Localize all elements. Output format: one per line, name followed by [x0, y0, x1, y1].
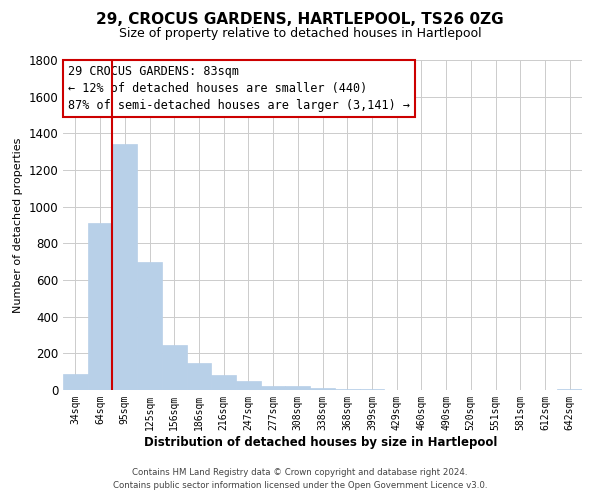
Bar: [310, 388, 335, 390]
Bar: [112, 144, 137, 390]
Text: Contains HM Land Registry data © Crown copyright and database right 2024.: Contains HM Land Registry data © Crown c…: [132, 468, 468, 477]
Bar: [261, 386, 286, 390]
Bar: [211, 376, 236, 390]
Text: 29 CROCUS GARDENS: 83sqm
← 12% of detached houses are smaller (440)
87% of semi-: 29 CROCUS GARDENS: 83sqm ← 12% of detach…: [68, 65, 410, 112]
Bar: [286, 386, 310, 390]
Bar: [557, 389, 582, 390]
Bar: [335, 389, 359, 390]
Text: Size of property relative to detached houses in Hartlepool: Size of property relative to detached ho…: [119, 28, 481, 40]
Bar: [137, 262, 162, 390]
Text: 29, CROCUS GARDENS, HARTLEPOOL, TS26 0ZG: 29, CROCUS GARDENS, HARTLEPOOL, TS26 0ZG: [96, 12, 504, 28]
Y-axis label: Number of detached properties: Number of detached properties: [13, 138, 23, 312]
Bar: [162, 345, 187, 390]
Text: Contains public sector information licensed under the Open Government Licence v3: Contains public sector information licen…: [113, 482, 487, 490]
Bar: [88, 223, 112, 390]
Bar: [63, 374, 88, 390]
Bar: [187, 364, 211, 390]
Text: Distribution of detached houses by size in Hartlepool: Distribution of detached houses by size …: [145, 436, 497, 449]
Bar: [236, 381, 261, 390]
